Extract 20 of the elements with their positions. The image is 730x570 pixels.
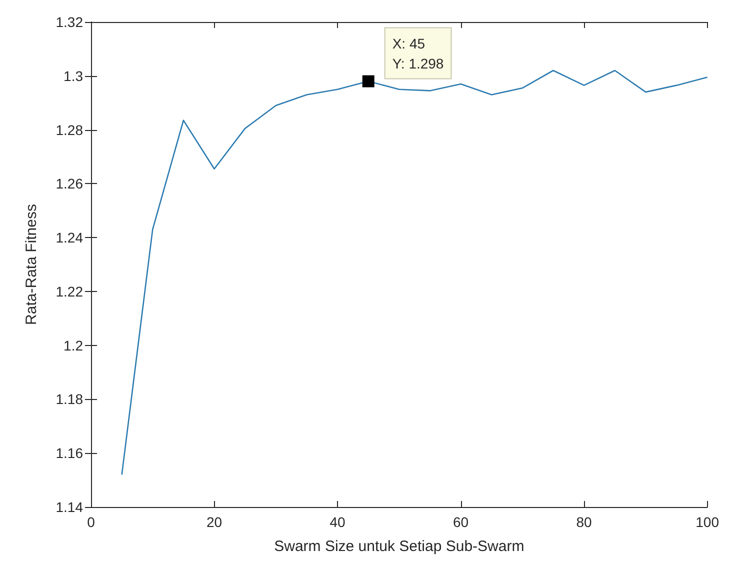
x-tick-label: 60 <box>453 514 469 530</box>
y-axis-title: Rata-Rata Fitness <box>23 204 40 325</box>
x-tick-label: 20 <box>206 514 222 530</box>
y-tick-label: 1.32 <box>56 14 84 30</box>
y-tick-label: 1.3 <box>64 68 84 84</box>
x-tick-label: 0 <box>87 514 96 530</box>
x-tick-label: 100 <box>696 514 720 530</box>
line-series <box>121 70 708 476</box>
x-tick-label: 80 <box>576 514 592 530</box>
x-axis-title: Swarm Size untuk Setiap Sub-Swarm <box>274 538 524 555</box>
y-tick-label: 1.16 <box>56 445 84 462</box>
annotation: X: 45 Y: 1.298 <box>392 35 444 72</box>
y-tick-label: 1.28 <box>56 122 84 138</box>
y-tick-label: 1.2 <box>64 337 84 354</box>
y-tick-label: 1.18 <box>56 391 84 408</box>
x-tick-label: 40 <box>330 514 346 530</box>
y-tick-label: 1.24 <box>56 230 84 246</box>
y-tick-label: 1.14 <box>56 499 84 515</box>
y-tick-label: 1.26 <box>56 176 84 192</box>
y-tick-label: 1.22 <box>56 283 84 300</box>
